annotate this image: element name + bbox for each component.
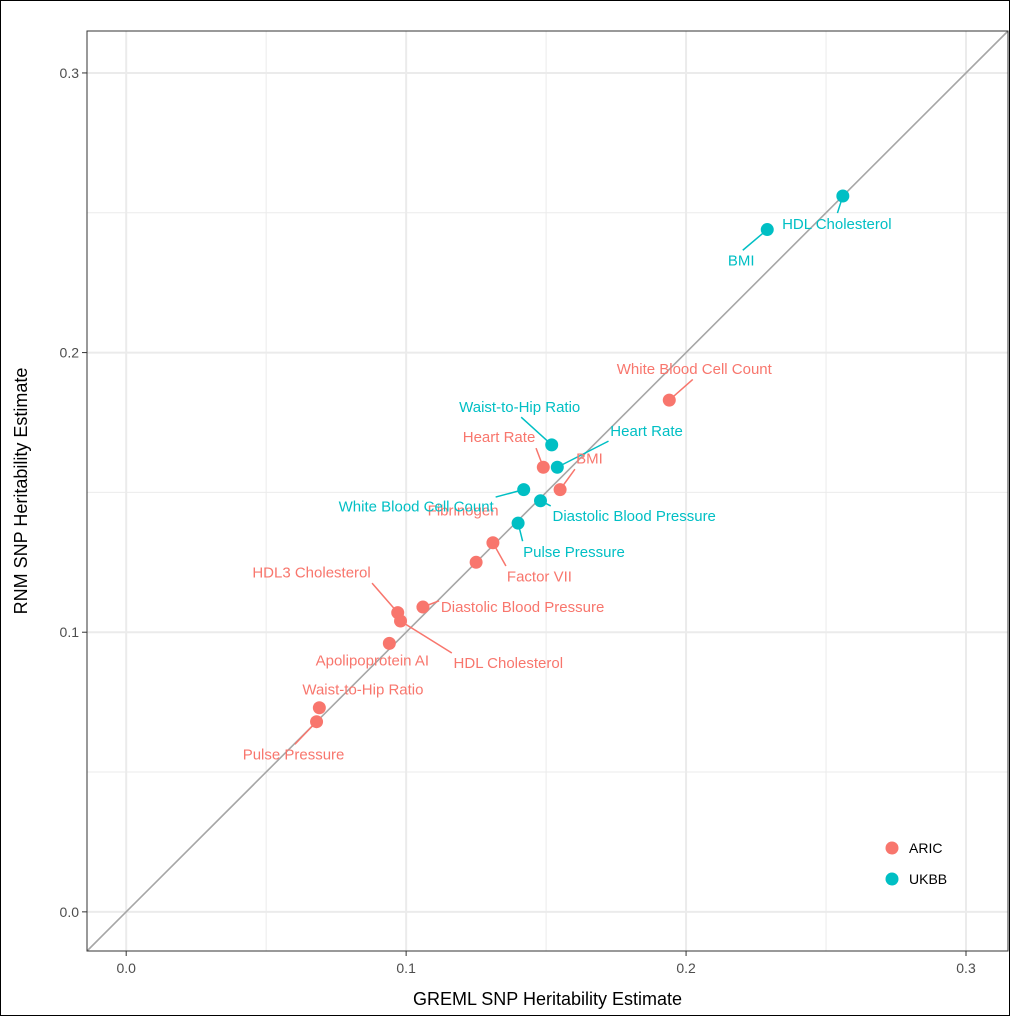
label-leader xyxy=(428,600,440,606)
point-label: HDL3 Cholesterol xyxy=(252,565,370,582)
point-label: HDL Cholesterol xyxy=(782,216,892,233)
x-tick-label: 0.3 xyxy=(956,960,976,976)
legend-swatch xyxy=(885,841,899,855)
point-label: Heart Rate xyxy=(463,429,536,446)
point-label: Pulse Pressure xyxy=(523,544,625,561)
reference-line xyxy=(86,30,1009,952)
legend: ARIC UKBB xyxy=(885,840,947,887)
point-label: Waist-to-Hip Ratio xyxy=(459,399,580,416)
point-label: Waist-to-Hip Ratio xyxy=(302,682,423,699)
data-point xyxy=(382,636,396,650)
data-point xyxy=(394,614,408,628)
legend-swatch xyxy=(885,872,899,886)
label-leader xyxy=(545,502,552,507)
y-tick-label: 0.2 xyxy=(60,345,80,361)
label-leader xyxy=(535,447,542,462)
data-point xyxy=(553,483,567,497)
point-label: Pulse Pressure xyxy=(243,747,345,764)
label-leader xyxy=(405,623,453,654)
legend-label: ARIC xyxy=(909,840,942,856)
data-point xyxy=(536,460,550,474)
legend-label: UKBB xyxy=(909,871,947,887)
data-point xyxy=(469,555,483,569)
y-tick-label: 0.3 xyxy=(60,65,80,81)
point-label: White Blood Cell Count xyxy=(617,361,773,378)
label-leader xyxy=(371,582,395,609)
axis-ticks: 0.0 0.1 0.2 0.3 0.0 0.1 0.2 0.3 xyxy=(60,65,976,976)
y-tick-label: 0.0 xyxy=(60,904,80,920)
y-tick-label: 0.1 xyxy=(60,624,80,640)
reference-line-group xyxy=(86,30,1009,952)
data-points xyxy=(310,189,850,729)
label-leaders xyxy=(294,201,842,745)
label-leader xyxy=(673,378,694,397)
x-tick-label: 0.2 xyxy=(676,960,696,976)
point-label: Diastolic Blood Pressure xyxy=(553,508,716,525)
data-point xyxy=(486,536,500,550)
label-leader xyxy=(836,201,842,214)
data-point xyxy=(534,494,548,508)
data-point xyxy=(545,438,559,452)
x-tick-label: 0.1 xyxy=(396,960,416,976)
label-leader xyxy=(495,547,507,567)
point-label: Fibrinogen xyxy=(428,502,499,519)
data-point xyxy=(760,223,774,237)
x-tick-label: 0.0 xyxy=(116,960,136,976)
label-leader xyxy=(294,725,313,745)
data-point xyxy=(312,701,326,715)
data-point xyxy=(416,600,430,614)
data-point xyxy=(517,483,531,497)
point-label: White Blood Cell Count xyxy=(339,499,495,516)
label-leader xyxy=(742,232,764,251)
plot-panel xyxy=(86,30,1009,952)
x-axis-title: GREML SNP Heritability Estimate xyxy=(413,989,682,1009)
label-leader xyxy=(518,528,524,542)
label-leader xyxy=(563,468,576,486)
data-point xyxy=(836,189,850,203)
label-leader xyxy=(562,440,609,466)
label-leader xyxy=(520,416,548,442)
point-label: Diastolic Blood Pressure xyxy=(441,599,604,616)
label-leader xyxy=(495,490,519,498)
data-point xyxy=(511,516,525,530)
data-point xyxy=(310,715,324,729)
point-label: HDL Cholesterol xyxy=(454,655,564,672)
grid xyxy=(87,31,1008,951)
point-label: Heart Rate xyxy=(610,423,683,440)
plot-panel-border xyxy=(86,30,1009,952)
point-labels: White Blood Cell Count Heart Rate BMI Facto… xyxy=(243,216,892,764)
point-label: Factor VII xyxy=(507,569,572,586)
data-point xyxy=(662,393,676,407)
data-point xyxy=(550,460,564,474)
point-label: BMI xyxy=(728,253,755,270)
point-label: Apolipoprotein AI xyxy=(316,652,429,669)
point-label: BMI xyxy=(576,451,603,468)
y-axis-title: RNM SNP Heritability Estimate xyxy=(11,368,31,615)
